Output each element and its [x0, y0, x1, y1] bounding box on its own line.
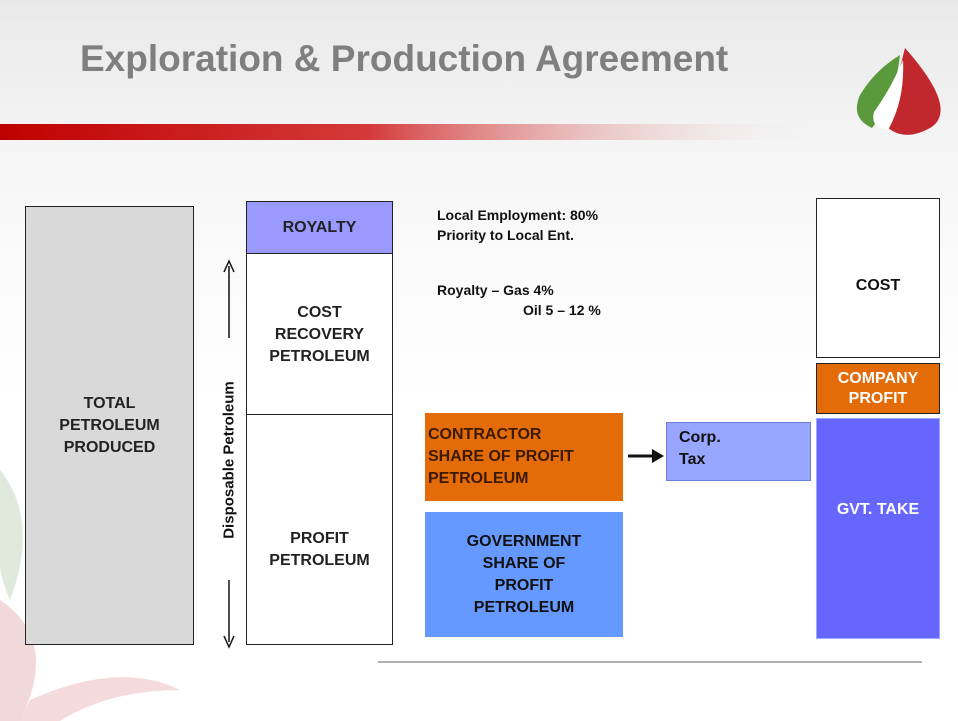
- contractor-box: CONTRACTOR SHARE OF PROFIT PETROLEUM: [425, 413, 623, 501]
- label: PROFIT: [849, 389, 908, 409]
- cost-recovery-box: COST RECOVERY PETROLEUM: [246, 253, 393, 416]
- label: PROFIT: [495, 575, 554, 597]
- label: ROYALTY: [283, 217, 357, 239]
- note: Oil 5 – 12 %: [437, 300, 601, 320]
- label: COST: [297, 302, 341, 324]
- total-box: TOTAL PETROLEUM PRODUCED: [25, 206, 194, 645]
- header-bar: [0, 124, 820, 140]
- note: Priority to Local Ent.: [437, 225, 601, 245]
- cost-box: COST: [816, 198, 940, 358]
- logo: [857, 48, 941, 135]
- notes: Local Employment: 80% Priority to Local …: [437, 205, 601, 320]
- label: GOVERNMENT: [467, 531, 582, 553]
- label: CONTRACTOR: [428, 424, 541, 446]
- note: Royalty – Gas 4%: [437, 280, 601, 300]
- swirl: [0, 470, 23, 600]
- arrow-label: Disposable Petroleum: [221, 381, 238, 539]
- label: GVT. TAKE: [837, 499, 919, 521]
- label: PRODUCED: [64, 437, 156, 459]
- title: Exploration & Production Agreement: [80, 38, 728, 80]
- corp-tax-box: Corp. Tax: [666, 422, 811, 481]
- label: TOTAL: [84, 393, 136, 415]
- royalty-box: ROYALTY: [246, 201, 393, 255]
- label: SHARE OF PROFIT: [428, 446, 574, 468]
- label: COMPANY: [838, 369, 919, 389]
- label: RECOVERY: [275, 324, 364, 346]
- label: PETROLEUM: [269, 550, 369, 572]
- label: PETROLEUM: [428, 468, 528, 490]
- label: COST: [856, 275, 900, 297]
- right-arrow: [628, 449, 664, 463]
- label: PETROLEUM: [474, 597, 574, 619]
- label: PROFIT: [290, 528, 349, 550]
- label: Tax: [679, 449, 705, 471]
- profit-petroleum-box: PROFIT PETROLEUM: [246, 414, 393, 645]
- company-profit-box: COMPANY PROFIT: [816, 363, 940, 414]
- label: SHARE OF: [483, 553, 566, 575]
- swirl: [20, 677, 180, 721]
- label: Corp.: [679, 427, 721, 449]
- gvt-take-box: GVT. TAKE: [816, 418, 940, 639]
- government-box: GOVERNMENT SHARE OF PROFIT PETROLEUM: [425, 512, 623, 637]
- label: PETROLEUM: [269, 346, 369, 368]
- label: PETROLEUM: [59, 415, 159, 437]
- slide: Exploration & Production Agreement TOTAL…: [0, 0, 958, 721]
- note: Local Employment: 80%: [437, 205, 601, 225]
